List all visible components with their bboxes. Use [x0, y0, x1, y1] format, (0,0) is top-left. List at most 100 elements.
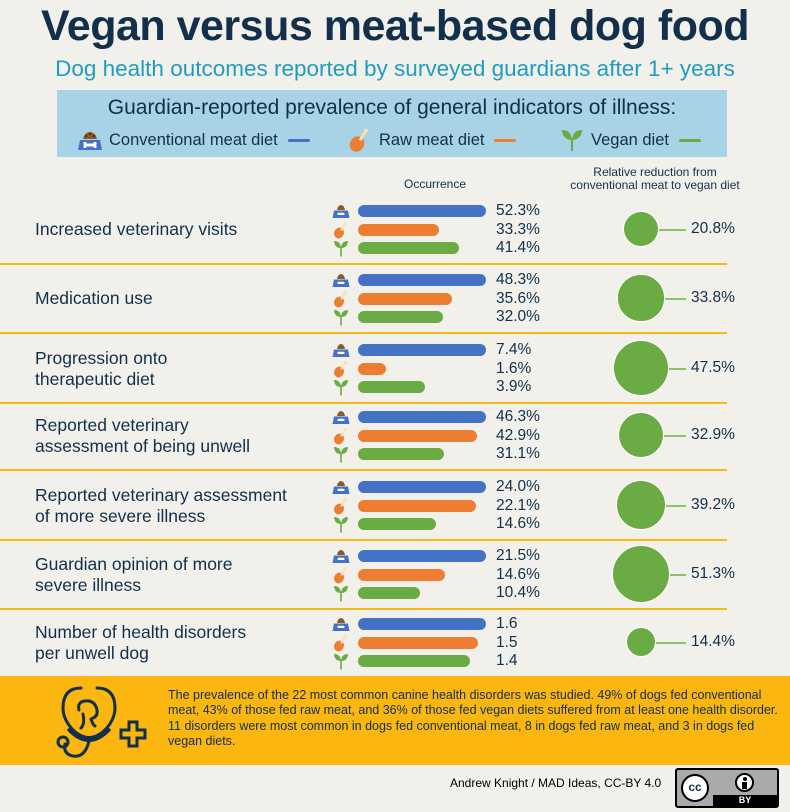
indicator-row: Reported veterinary assessment of being u… [0, 401, 790, 470]
page-title: Vegan versus meat-based dog food [40, 2, 750, 50]
indicator-label: Medication use [35, 264, 325, 333]
indicator-label-line: Number of health disorders [35, 621, 247, 642]
bar-value: 1.6% [496, 359, 532, 377]
stethoscope-heart-dog-icon [56, 686, 147, 758]
indicator-label: Progression onto therapeutic diet [35, 334, 325, 403]
bar-conventional [358, 481, 486, 493]
bar-value: 1.5 [496, 633, 518, 651]
reduction-bubble [617, 274, 665, 322]
bar-value: 1.4 [496, 652, 518, 669]
chicken-drumstick-icon [334, 290, 347, 307]
footer-summary-text: The prevalence of the 22 most common can… [168, 688, 778, 748]
bar-raw [358, 362, 386, 375]
bar-conventional [358, 274, 486, 286]
reduction-value: 14.4% [691, 633, 735, 650]
indicator-label-line: of more severe illness [35, 505, 206, 526]
indicator-label-line: severe illness [35, 574, 142, 595]
row-divider [0, 263, 727, 265]
sprout-icon [334, 654, 348, 670]
bar-vegan [358, 242, 460, 254]
dog-bowl-icon [332, 481, 350, 494]
bar-raw [358, 223, 440, 236]
sprout-icon [334, 380, 348, 396]
indicator-label: Guardian opinion of more severe illness [35, 540, 325, 609]
reduction-bubble [613, 340, 669, 396]
chicken-drumstick-icon [349, 128, 368, 152]
bubble-leader-line [659, 229, 686, 231]
chicken-drumstick-icon [334, 497, 347, 514]
indicator-row: Guardian opinion of more severe illness 21… [0, 540, 790, 609]
indicator-label: Reported veterinary assessment of being u… [35, 401, 325, 470]
row-divider [0, 539, 727, 541]
indicator-row: Increased veterinary visits 52.3% 33.3% 41.… [0, 195, 790, 264]
sprout-icon [562, 130, 582, 151]
cc-by-license-badge[interactable]: cc BY [675, 768, 779, 808]
reduction-value: 33.8% [691, 289, 735, 306]
indicator-label-line: Reported veterinary assessment [35, 484, 287, 505]
bar-raw [358, 429, 477, 442]
bar-value: 10.4% [496, 584, 540, 601]
dog-bowl-icon [332, 274, 350, 287]
bar-value: 24.0% [496, 478, 540, 495]
bar-value: 7.4% [496, 341, 532, 358]
bar-vegan [358, 518, 436, 530]
indicator-label-line: therapeutic diet [35, 368, 155, 389]
legend-item-vegan: Vegan diet [559, 127, 701, 153]
bar-vegan [358, 311, 443, 323]
legend-item-raw: Raw meat diet [347, 127, 517, 153]
reduction-value: 47.5% [691, 359, 735, 376]
bubble-leader-line [668, 368, 686, 370]
dog-bowl-icon [332, 344, 350, 357]
reduction-bubble [612, 545, 670, 603]
chicken-drumstick-icon [334, 221, 347, 238]
indicator-row: Progression onto therapeutic diet 7.4% 1.6%… [0, 334, 790, 403]
reduction-header-line: conventional meat to vegan diet [570, 178, 740, 192]
chicken-drumstick-icon [334, 634, 347, 651]
cc-icon: cc [681, 774, 709, 802]
row-divider [0, 608, 727, 610]
legend-label: Vegan diet [591, 130, 669, 149]
indicator-label-line: assessment of being unwell [35, 435, 250, 456]
indicator-label-line: Increased veterinary visits [35, 219, 238, 239]
reduction-column-header: Relative reduction from conventional mea… [555, 166, 755, 192]
indicator-row: Reported veterinary assessment of more se… [0, 471, 790, 540]
row-divider [0, 469, 727, 471]
footer-band: The prevalence of the 22 most common can… [0, 676, 790, 765]
indicator-label-line: Progression onto [35, 347, 168, 368]
legend-swatch-green [679, 138, 701, 142]
row-divider [0, 332, 727, 334]
bar-conventional [358, 344, 486, 356]
chicken-drumstick-icon [334, 566, 347, 583]
bar-vegan [358, 381, 426, 393]
indicator-label: Number of health disorders per unwell dog [35, 608, 325, 677]
indicator-label-line: Guardian opinion of more [35, 553, 233, 574]
reduction-value: 32.9% [691, 426, 735, 443]
bar-value: 1.6 [496, 615, 518, 632]
legend: Guardian-reported prevalence of general … [57, 90, 727, 157]
indicator-label-line: Reported veterinary [35, 414, 189, 435]
reduction-bubble [625, 626, 657, 658]
dog-bowl-icon [332, 205, 350, 218]
bubble-leader-line [664, 298, 686, 300]
bar-conventional [358, 411, 486, 423]
bar-vegan [358, 655, 470, 667]
bar-conventional [358, 550, 486, 562]
row-divider [0, 402, 727, 404]
sprout-icon [334, 241, 348, 257]
bubble-leader-line [656, 642, 686, 644]
indicator-row: Number of health disorders per unwell dog… [0, 608, 790, 677]
occurrence-column-header: Occurrence [403, 177, 467, 191]
bar-value: 21.5% [496, 547, 540, 564]
bar-value: 3.9% [496, 378, 532, 395]
reduction-value: 39.2% [691, 496, 735, 513]
bar-value: 42.9% [496, 426, 540, 444]
reduction-bubble [617, 411, 665, 459]
sprout-icon [334, 447, 348, 463]
bar-conventional [358, 205, 486, 217]
bar-conventional [358, 618, 486, 630]
by-label: BY [713, 795, 777, 806]
legend-swatch-orange [494, 138, 517, 142]
bar-value: 35.6% [496, 289, 540, 307]
legend-swatch-blue [287, 138, 310, 142]
bar-vegan [358, 587, 420, 599]
